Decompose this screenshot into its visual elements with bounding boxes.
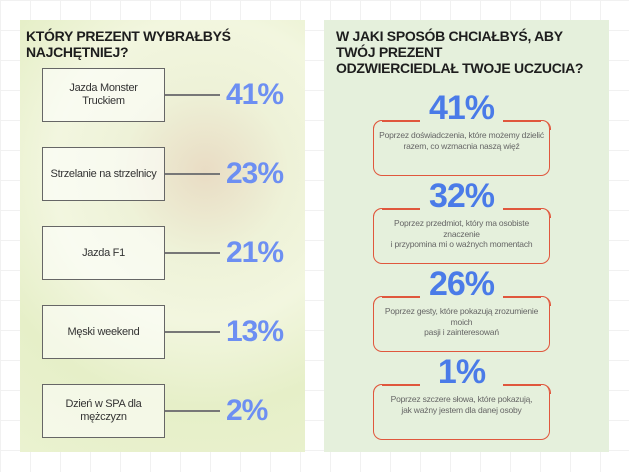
option-percent: 41%	[226, 78, 284, 111]
answer-card: 41% Poprzez doświadczenia, które możemy …	[372, 90, 551, 176]
option-label: Jazda F1	[82, 246, 125, 259]
answer-text: pasji i zainteresowań	[424, 327, 499, 337]
answer-text: i przypomina mi o ważnych momentach	[390, 239, 533, 249]
answer-percent: 41%	[428, 89, 495, 127]
option-label: Męski weekend	[67, 325, 140, 338]
option-box: Jazda F1	[42, 226, 165, 280]
connector-line	[165, 173, 220, 175]
connector-line	[165, 252, 220, 254]
option-percent: 2%	[226, 394, 268, 427]
connector-line	[165, 94, 220, 96]
gift-preference-panel: KTÓRY PREZENT WYBRAŁBYŚ NAJCHĘTNIEJ? Jaz…	[20, 20, 305, 452]
answer-percent: 26%	[428, 265, 495, 303]
title-line: ODZWIERCIEDLAŁ TWOJE UCZUCIA?	[336, 60, 584, 76]
option-percent: 23%	[226, 157, 284, 190]
title-line: W JAKI SPOSÓB CHCIAŁBYŚ, ABY TWÓJ PREZEN…	[336, 28, 563, 60]
option-box: Męski weekend	[42, 305, 165, 359]
answer-text: jak ważny jestem dla danej osoby	[401, 404, 522, 415]
option-label: Dzień w SPA dla mężczyzn	[65, 398, 142, 423]
option-percent: 13%	[226, 315, 284, 348]
option-box: Dzień w SPA dla mężczyzn	[42, 384, 165, 438]
option-box: Strzelanie na strzelnicy	[42, 147, 165, 201]
connector-line	[165, 410, 220, 412]
answer-card: 26% Poprzez gesty, które pokazują zrozum…	[372, 266, 551, 352]
answer-percent: 32%	[428, 177, 495, 215]
connector-line	[165, 331, 220, 333]
left-title: KTÓRY PREZENT WYBRAŁBYŚ NAJCHĘTNIEJ?	[26, 28, 231, 60]
answer-text: razem, co wzmacnia naszą więź	[403, 140, 520, 151]
option-box: Jazda Monster Truckiem	[42, 68, 165, 122]
answer-percent: 1%	[437, 353, 486, 391]
option-label: Strzelanie na strzelnicy	[50, 167, 157, 180]
answer-text: Poprzez gesty, które pokazują zrozumieni…	[384, 306, 539, 327]
answer-text: Poprzez doświadczenia, które możemy dzie…	[379, 130, 544, 140]
answer-card: 1% Poprzez szczere słowa, które pokazują…	[372, 354, 551, 440]
option-percent: 21%	[226, 236, 284, 269]
answer-text: Poprzez szczere słowa, które pokazują,	[390, 394, 533, 404]
right-title: W JAKI SPOSÓB CHCIAŁBYŚ, ABY TWÓJ PREZEN…	[336, 28, 599, 76]
feelings-panel: W JAKI SPOSÓB CHCIAŁBYŚ, ABY TWÓJ PREZEN…	[324, 20, 609, 452]
option-label: Jazda Monster Truckiem	[69, 82, 138, 107]
answer-card: 32% Poprzez przedmiot, który ma osobiste…	[372, 178, 551, 264]
answer-text: Poprzez przedmiot, który ma osobiste zna…	[394, 218, 529, 239]
